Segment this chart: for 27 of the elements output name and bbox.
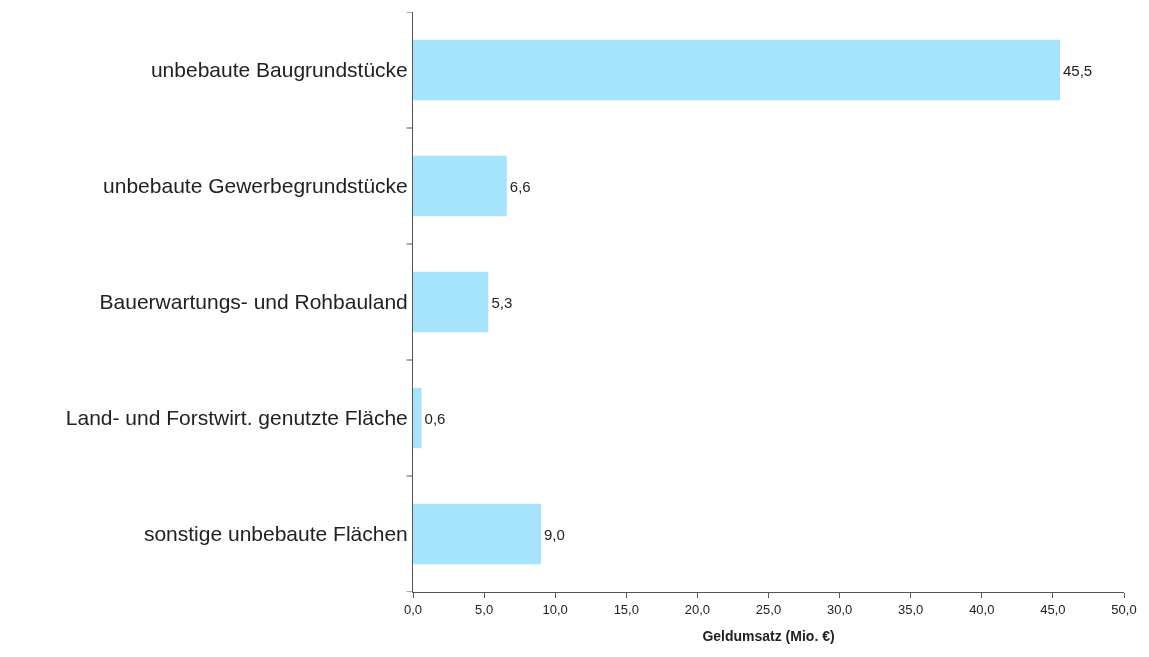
y-tick-label: Land- und Forstwirt. genutzte Fläche bbox=[65, 406, 408, 430]
x-tick-label: 30,0 bbox=[826, 601, 853, 617]
x-tick-label: 50,0 bbox=[1111, 601, 1137, 617]
x-tick-label: 25,0 bbox=[755, 601, 782, 617]
y-tick-label: Bauerwartungs- und Rohbauland bbox=[99, 290, 408, 314]
data-label: 0,6 bbox=[424, 409, 446, 427]
bar bbox=[413, 271, 489, 333]
bar bbox=[413, 503, 541, 565]
x-tick-label: 45,0 bbox=[1040, 601, 1066, 617]
data-label: 45,5 bbox=[1063, 61, 1093, 79]
x-axis-title: Geldumsatz (Mio. €) bbox=[702, 627, 835, 644]
x-tick-label: 5,0 bbox=[475, 601, 494, 617]
x-tick-label: 20,0 bbox=[684, 601, 711, 617]
x-tick-label: 40,0 bbox=[969, 601, 995, 617]
data-label: 5,3 bbox=[491, 293, 513, 311]
x-tick-label: 10,0 bbox=[542, 601, 568, 617]
x-tick-label: 0,0 bbox=[403, 601, 423, 617]
y-tick-label: unbebaute Baugrundstücke bbox=[150, 58, 408, 82]
y-tick-label: sonstige unbebaute Flächen bbox=[143, 522, 408, 546]
bar bbox=[413, 39, 1061, 101]
data-label: 6,6 bbox=[509, 177, 531, 195]
x-tick-label: 15,0 bbox=[613, 601, 639, 617]
data-label: 9,0 bbox=[543, 525, 565, 543]
bar bbox=[413, 387, 422, 449]
x-tick-label: 35,0 bbox=[898, 601, 924, 617]
y-tick-label: unbebaute Gewerbegrundstücke bbox=[103, 174, 408, 198]
bar bbox=[413, 155, 507, 217]
